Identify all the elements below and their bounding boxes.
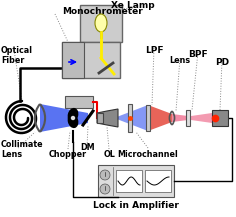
Text: Monochrometer: Monochrometer bbox=[62, 7, 143, 15]
Text: Collimate
Lens: Collimate Lens bbox=[1, 140, 44, 159]
Circle shape bbox=[100, 184, 110, 194]
Text: Lens: Lens bbox=[169, 56, 190, 65]
Bar bbox=[80, 5, 122, 42]
Bar bbox=[98, 165, 174, 197]
Bar bbox=[186, 110, 190, 126]
Bar bbox=[212, 110, 228, 126]
Bar bbox=[62, 42, 84, 78]
Bar bbox=[128, 104, 132, 132]
Text: Microchannel: Microchannel bbox=[118, 150, 178, 159]
Polygon shape bbox=[148, 105, 172, 131]
Bar bbox=[146, 105, 150, 131]
Ellipse shape bbox=[95, 14, 107, 32]
Polygon shape bbox=[40, 104, 88, 132]
Bar bbox=[62, 42, 120, 78]
Text: BPF: BPF bbox=[188, 50, 208, 59]
Bar bbox=[116, 170, 142, 192]
Text: Lock in Amplifier: Lock in Amplifier bbox=[93, 201, 179, 210]
Bar bbox=[145, 170, 171, 192]
Text: Chopper: Chopper bbox=[49, 150, 87, 159]
Text: Optical
Fiber: Optical Fiber bbox=[1, 46, 33, 65]
Bar bbox=[97, 113, 103, 123]
Polygon shape bbox=[97, 113, 118, 123]
Bar bbox=[65, 96, 93, 108]
Polygon shape bbox=[118, 105, 148, 131]
Text: Xe Lamp: Xe Lamp bbox=[111, 2, 155, 10]
Ellipse shape bbox=[68, 109, 78, 121]
Circle shape bbox=[100, 170, 110, 180]
Ellipse shape bbox=[68, 115, 78, 127]
Text: DM: DM bbox=[81, 143, 95, 152]
Ellipse shape bbox=[72, 117, 75, 120]
Text: PD: PD bbox=[215, 58, 229, 67]
Text: OL: OL bbox=[104, 150, 116, 159]
Polygon shape bbox=[97, 109, 118, 127]
Text: LPF: LPF bbox=[145, 46, 163, 55]
Polygon shape bbox=[191, 113, 212, 123]
Polygon shape bbox=[172, 114, 188, 122]
